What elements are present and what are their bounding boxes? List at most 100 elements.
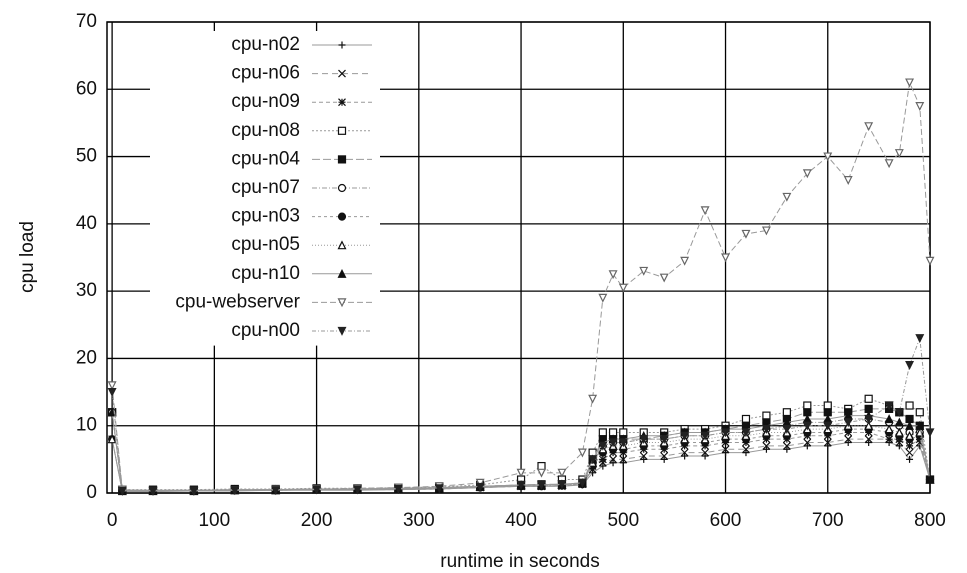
marker [762, 411, 771, 420]
marker [782, 408, 791, 417]
marker [885, 435, 894, 444]
marker [864, 414, 874, 424]
marker [700, 431, 710, 441]
marker [337, 298, 347, 308]
marker [742, 445, 750, 454]
marker [516, 468, 526, 478]
marker [905, 430, 915, 440]
marker [741, 428, 751, 438]
y-tick-label: 10 [76, 415, 97, 436]
legend-label: cpu-n05 [231, 234, 300, 255]
y-tick-label: 40 [76, 213, 97, 234]
marker [761, 424, 771, 434]
marker [475, 482, 485, 492]
marker [864, 420, 874, 430]
marker [884, 414, 894, 424]
marker [802, 421, 812, 431]
marker [337, 240, 347, 250]
series [107, 334, 935, 496]
series-line [111, 425, 931, 492]
marker [895, 442, 903, 450]
marker [915, 408, 924, 417]
marker [577, 478, 587, 488]
x-tick-label: 500 [607, 510, 639, 531]
marker [680, 448, 689, 457]
x-tick-label: 0 [107, 510, 118, 531]
marker [588, 394, 598, 404]
marker [906, 455, 914, 463]
marker [864, 394, 873, 403]
marker [884, 159, 894, 169]
marker [925, 256, 935, 266]
marker [640, 455, 648, 463]
marker [608, 270, 618, 280]
marker [148, 486, 158, 496]
marker [609, 459, 617, 467]
marker [393, 484, 403, 494]
marker [659, 273, 669, 283]
marker [762, 441, 771, 450]
marker [434, 484, 444, 494]
marker [557, 468, 567, 478]
marker [894, 408, 904, 418]
marker [589, 469, 597, 477]
marker [742, 449, 750, 457]
y-tick-label: 30 [76, 280, 97, 301]
marker [337, 183, 347, 193]
y-tick-label: 60 [76, 78, 97, 99]
marker [700, 206, 710, 216]
marker [915, 420, 925, 430]
marker [189, 486, 199, 496]
marker [660, 452, 669, 460]
legend-label: cpu-n04 [231, 148, 300, 169]
marker [599, 462, 607, 470]
marker [338, 69, 346, 78]
marker [915, 102, 925, 111]
marker [925, 428, 935, 438]
marker [782, 424, 792, 434]
marker [823, 152, 833, 162]
marker [823, 401, 832, 410]
y-axis-label: cpu load [17, 221, 38, 293]
marker [639, 452, 648, 460]
marker [701, 452, 709, 460]
marker [639, 266, 649, 276]
marker [598, 441, 608, 451]
legend-label: cpu-n06 [231, 63, 300, 84]
marker [660, 455, 668, 463]
marker [721, 445, 730, 454]
marker [312, 485, 322, 495]
x-tick-label: 400 [505, 510, 537, 531]
series-line [111, 338, 931, 492]
marker [824, 442, 832, 450]
legend-label: cpu-n02 [231, 34, 300, 55]
marker [681, 452, 689, 460]
marker [680, 256, 690, 266]
legend-label: cpu-n08 [231, 120, 300, 141]
marker [722, 449, 730, 457]
marker [782, 441, 791, 450]
x-tick-label: 600 [710, 510, 742, 531]
marker [619, 459, 627, 467]
marker [864, 435, 873, 444]
marker [721, 428, 730, 438]
marker [337, 212, 347, 221]
marker [894, 149, 904, 159]
marker [803, 438, 812, 447]
marker [802, 169, 812, 179]
marker [598, 455, 607, 464]
marker [337, 155, 347, 164]
marker [905, 420, 915, 430]
marker [782, 192, 792, 202]
marker [803, 401, 812, 410]
marker [894, 427, 904, 437]
marker [107, 381, 117, 391]
x-tick-label: 700 [812, 510, 844, 531]
y-tick-label: 20 [76, 347, 97, 368]
marker [516, 480, 526, 490]
marker [761, 226, 771, 236]
marker [338, 98, 346, 107]
marker [107, 387, 117, 397]
marker [609, 455, 617, 464]
marker [925, 474, 935, 484]
